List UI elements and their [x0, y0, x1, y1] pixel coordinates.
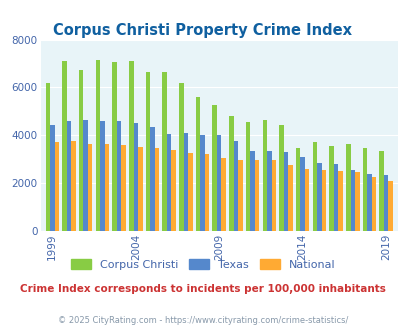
Bar	[138, 147, 142, 231]
Text: © 2025 CityRating.com - https://www.cityrating.com/crime-statistics/: © 2025 CityRating.com - https://www.city…	[58, 316, 347, 325]
Bar	[50, 124, 54, 231]
Bar	[204, 154, 209, 231]
Bar	[216, 135, 221, 231]
Bar	[362, 148, 367, 231]
Bar	[345, 144, 350, 231]
Bar	[162, 72, 166, 231]
Bar	[117, 121, 121, 231]
Bar	[166, 134, 171, 231]
Bar	[129, 61, 133, 231]
Bar	[171, 150, 175, 231]
Bar	[62, 61, 66, 231]
Bar	[316, 163, 321, 231]
Bar	[295, 148, 300, 231]
Bar	[104, 144, 109, 231]
Bar	[238, 160, 242, 231]
Bar	[200, 135, 204, 231]
Legend: Corpus Christi, Texas, National: Corpus Christi, Texas, National	[66, 255, 339, 274]
Bar	[150, 127, 154, 231]
Bar	[66, 121, 71, 231]
Bar	[121, 145, 126, 231]
Bar	[321, 170, 325, 231]
Bar	[100, 121, 104, 231]
Bar	[312, 143, 316, 231]
Bar	[328, 146, 333, 231]
Bar	[188, 153, 192, 231]
Bar	[283, 152, 288, 231]
Bar	[266, 151, 271, 231]
Bar	[367, 174, 371, 231]
Bar	[112, 62, 117, 231]
Bar	[79, 70, 83, 231]
Bar	[354, 172, 359, 231]
Bar	[279, 124, 283, 231]
Bar	[221, 158, 226, 231]
Bar	[379, 151, 383, 231]
Bar	[300, 157, 304, 231]
Bar	[54, 143, 59, 231]
Bar	[179, 83, 183, 231]
Bar	[288, 165, 292, 231]
Bar	[245, 122, 250, 231]
Bar	[350, 170, 354, 231]
Bar	[304, 169, 309, 231]
Bar	[183, 133, 188, 231]
Bar	[195, 97, 200, 231]
Bar	[383, 175, 388, 231]
Bar	[71, 141, 76, 231]
Bar	[388, 181, 392, 231]
Bar	[228, 116, 233, 231]
Bar	[154, 148, 159, 231]
Bar	[233, 141, 238, 231]
Bar	[95, 60, 100, 231]
Bar	[45, 83, 50, 231]
Text: Corpus Christi Property Crime Index: Corpus Christi Property Crime Index	[53, 23, 352, 38]
Bar	[83, 120, 88, 231]
Bar	[333, 164, 337, 231]
Text: Crime Index corresponds to incidents per 100,000 inhabitants: Crime Index corresponds to incidents per…	[20, 284, 385, 294]
Bar	[212, 105, 216, 231]
Bar	[133, 123, 138, 231]
Bar	[371, 177, 375, 231]
Bar	[88, 144, 92, 231]
Bar	[271, 160, 275, 231]
Bar	[262, 120, 266, 231]
Bar	[337, 171, 342, 231]
Bar	[250, 151, 254, 231]
Bar	[254, 160, 259, 231]
Bar	[145, 72, 150, 231]
